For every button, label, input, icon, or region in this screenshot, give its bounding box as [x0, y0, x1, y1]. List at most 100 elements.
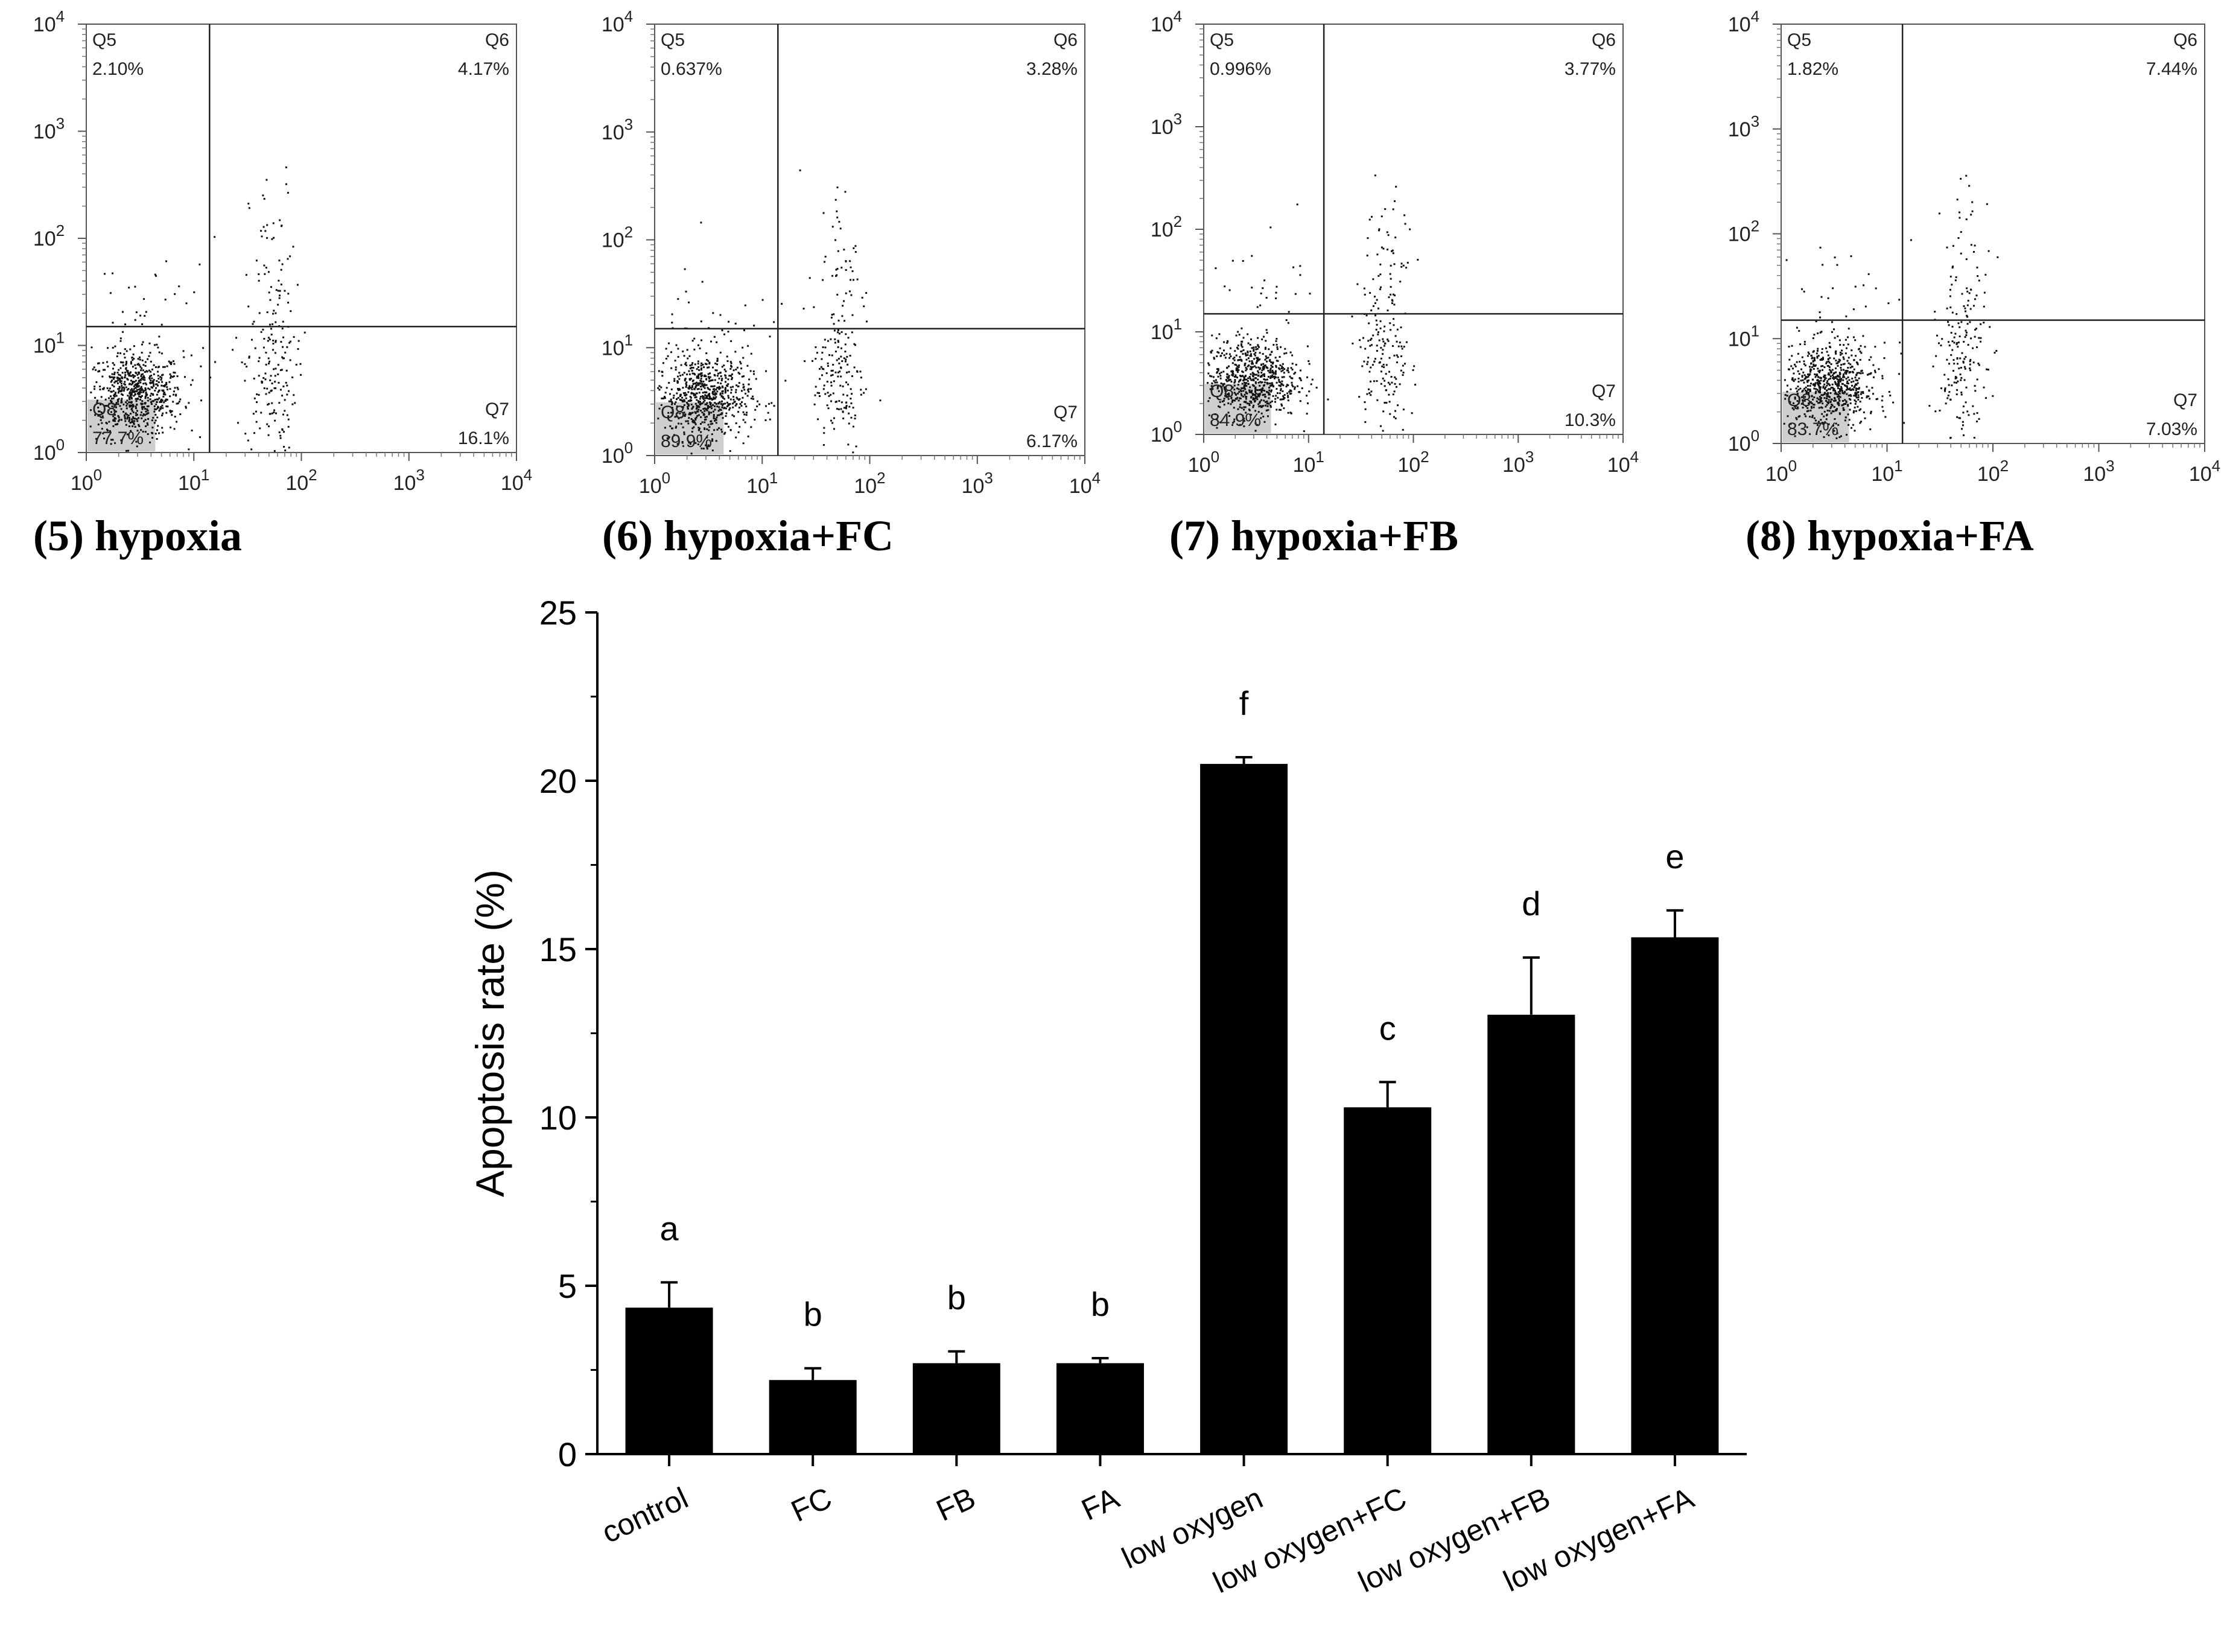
event-dot [1261, 338, 1263, 340]
event-dot [819, 378, 821, 380]
event-dot [847, 363, 849, 366]
event-dots [1207, 174, 1419, 433]
event-dot [1241, 387, 1243, 389]
event-dot [1855, 373, 1858, 376]
event-dot [118, 419, 121, 421]
event-dot [140, 429, 142, 431]
event-dot [1223, 354, 1225, 357]
event-dot [1963, 340, 1965, 343]
event-dot [729, 364, 732, 367]
event-dot [694, 442, 697, 444]
event-dot [162, 431, 164, 434]
event-dot [1241, 345, 1243, 347]
event-dot [112, 272, 114, 275]
event-dot [714, 418, 717, 420]
event-dot [147, 433, 149, 435]
event-dot [1858, 348, 1861, 350]
event-dot [275, 321, 277, 323]
y-tick-label: 103 [602, 115, 633, 144]
event-dot [1969, 369, 1972, 372]
event-dot [697, 376, 699, 378]
event-dot [677, 348, 679, 350]
event-dot [1838, 384, 1840, 387]
event-dot [1822, 264, 1824, 266]
event-dot [1291, 363, 1294, 365]
event-dot [1870, 410, 1872, 413]
event-dot [123, 353, 125, 355]
event-dot [119, 361, 122, 363]
event-dot [1371, 364, 1374, 366]
event-dot [863, 392, 865, 394]
event-dot [736, 384, 738, 387]
event-dot [1953, 381, 1956, 384]
event-dot [1838, 399, 1841, 402]
event-dot [1968, 185, 1971, 187]
event-dot [753, 373, 755, 375]
event-dot [185, 405, 187, 408]
event-dot [850, 398, 852, 400]
event-dot [119, 337, 122, 340]
event-dot [1245, 368, 1248, 370]
event-dot [701, 374, 704, 376]
event-dot [837, 329, 839, 331]
tick-base: 10 [2083, 463, 2106, 486]
event-dot [118, 388, 120, 390]
event-dot [1240, 343, 1242, 345]
event-dot [1848, 362, 1850, 364]
event-dot [717, 410, 720, 412]
event-dot [1831, 404, 1833, 406]
event-dot [1803, 413, 1806, 416]
event-dot [128, 397, 130, 399]
event-dot [1813, 387, 1816, 390]
event-dot [1311, 378, 1314, 381]
significance-letter: c [1379, 1009, 1396, 1047]
event-dot [1376, 399, 1379, 401]
event-dot [1791, 378, 1793, 381]
event-dot [712, 388, 714, 390]
event-dot [1267, 357, 1269, 359]
event-dot [1249, 377, 1251, 380]
event-dot [95, 381, 98, 383]
event-dot [1264, 346, 1266, 349]
event-dot [118, 373, 120, 376]
event-dot [279, 437, 282, 439]
event-dot [277, 303, 279, 306]
event-dot [1231, 375, 1234, 377]
event-dot [1960, 252, 1962, 255]
event-dot [1835, 362, 1838, 364]
event-dot [1846, 360, 1849, 362]
event-dot [839, 332, 841, 335]
event-dot [1384, 385, 1386, 387]
event-dot [1391, 381, 1393, 384]
event-dot [701, 402, 704, 404]
event-dot [1952, 245, 1954, 247]
event-dot [1268, 393, 1270, 396]
event-dot [844, 360, 847, 363]
tick-base: 10 [33, 335, 56, 358]
event-dot [710, 379, 713, 381]
event-dot [1834, 418, 1836, 421]
event-dot [848, 405, 851, 408]
event-dot [724, 392, 726, 394]
event-dot [278, 279, 280, 282]
event-dot [1797, 416, 1800, 418]
event-dot [691, 364, 693, 366]
event-dot [1259, 402, 1261, 404]
event-dot [286, 393, 288, 396]
event-dot [709, 403, 711, 405]
event-dot [252, 323, 254, 325]
event-dot [1957, 380, 1959, 383]
event-dot [1947, 321, 1949, 323]
event-dot [1956, 393, 1958, 396]
event-dot [1282, 363, 1284, 365]
event-dot [1808, 389, 1810, 391]
x-tick-label: 100 [1765, 457, 1797, 486]
event-dot [687, 357, 689, 360]
event-dot [156, 429, 159, 431]
event-dot [134, 319, 136, 321]
event-dot [1800, 368, 1803, 370]
event-dot [1844, 402, 1847, 405]
event-dot [116, 352, 119, 354]
event-dot [700, 434, 702, 437]
event-dot [658, 370, 660, 372]
